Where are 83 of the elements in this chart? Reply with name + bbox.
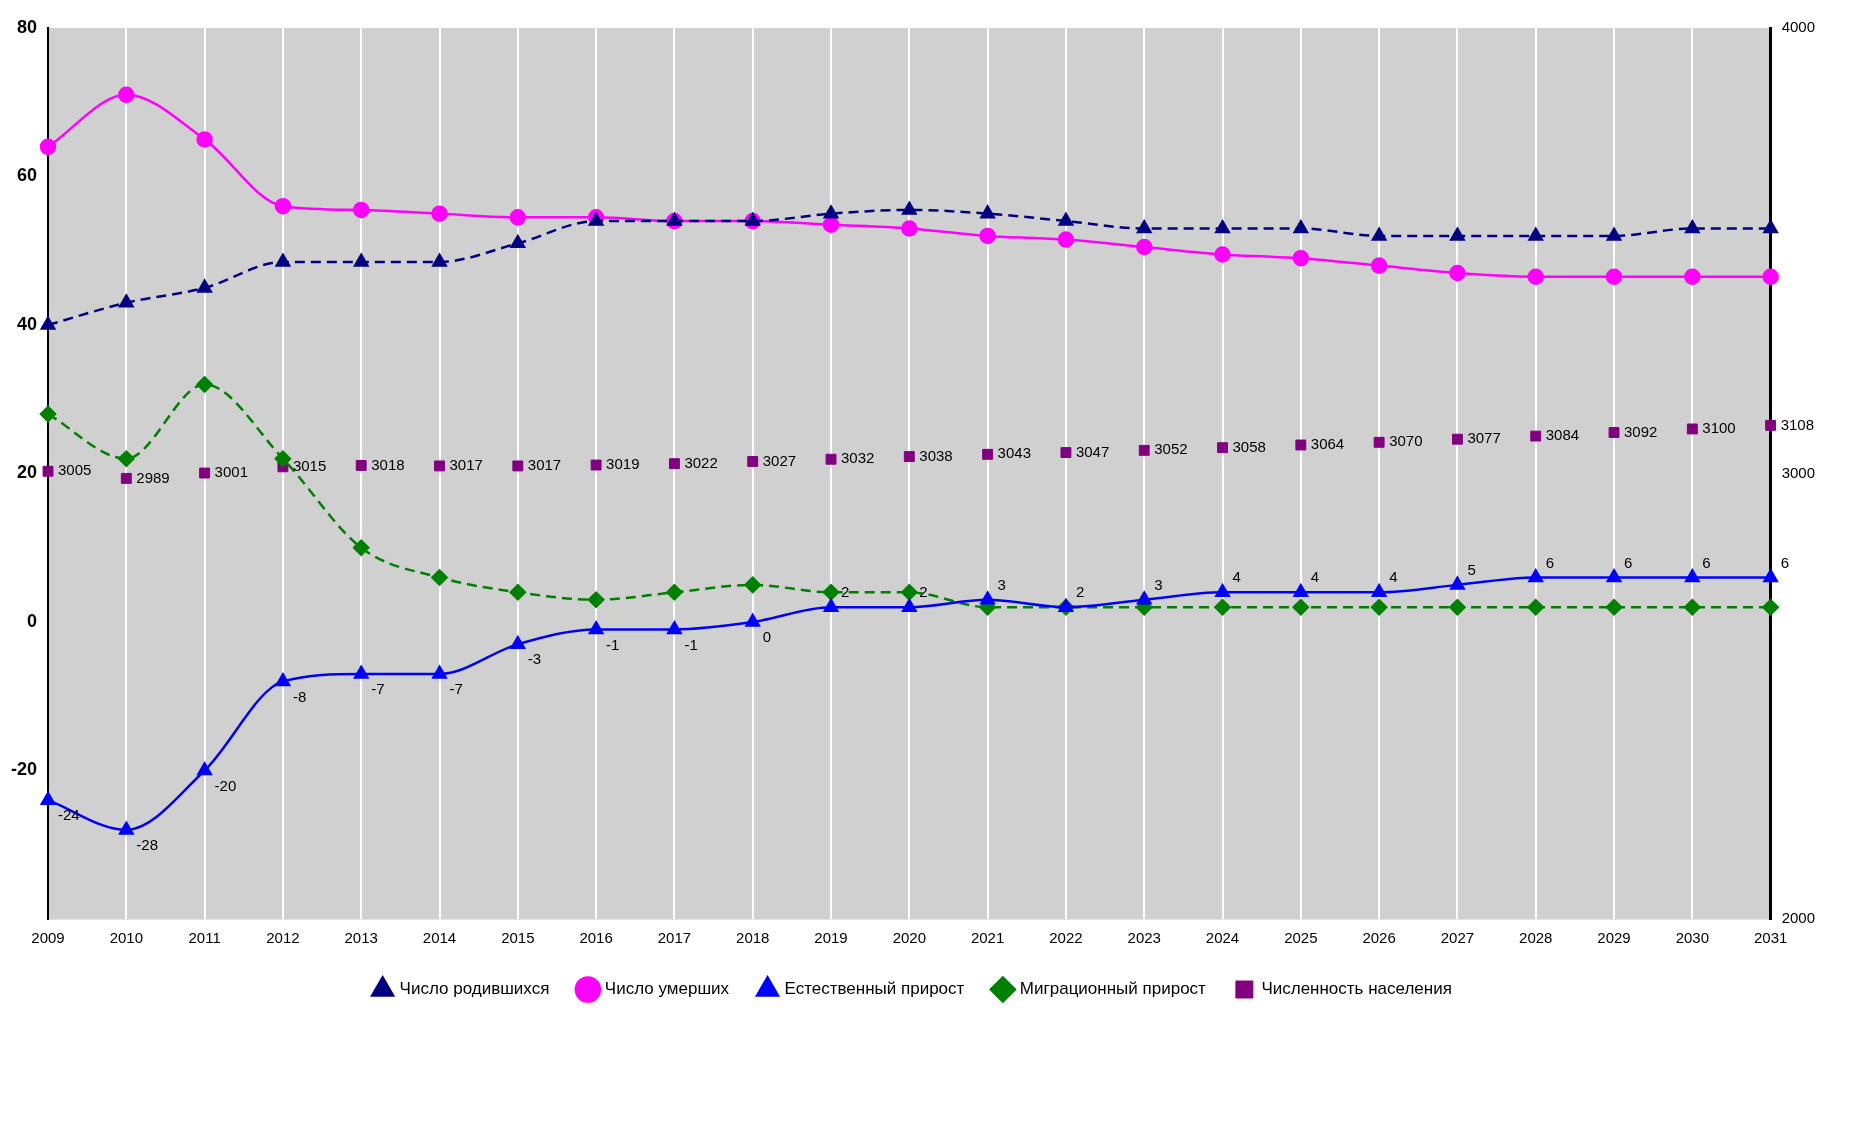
x-tick-label: 2015 — [501, 929, 535, 947]
data-label: 3108 — [1780, 415, 1815, 433]
y-tick-label: -20 — [11, 759, 38, 780]
data-label: 3001 — [214, 463, 248, 481]
data-label: -7 — [449, 680, 463, 698]
x-tick-label: 2026 — [1362, 929, 1396, 947]
x-tick-label: 2012 — [266, 929, 300, 947]
x-tick-label: 2024 — [1205, 929, 1240, 947]
data-label: -1 — [606, 635, 620, 653]
y2-tick-label: 3000 — [1781, 463, 1816, 481]
data-label: -7 — [371, 680, 385, 698]
x-tick-label: 2030 — [1675, 929, 1710, 947]
data-label: 3058 — [1232, 437, 1266, 455]
x-tick-label: 2027 — [1440, 929, 1475, 947]
x-tick-label: 2009 — [31, 929, 65, 947]
data-label: 3017 — [527, 456, 562, 474]
data-label: 5 — [1467, 561, 1476, 579]
x-tick-label: 2019 — [814, 929, 848, 947]
data-label: 3032 — [841, 449, 875, 467]
data-label: 3064 — [1310, 435, 1345, 453]
data-label: 6 — [1702, 553, 1711, 571]
data-label: 6 — [1545, 553, 1555, 571]
legend-label: Число умерших — [604, 979, 730, 999]
legend-label: Число родившихся — [399, 979, 550, 999]
x-tick-label: 2022 — [1049, 929, 1083, 947]
data-label: -1 — [684, 635, 698, 653]
data-label: 2 — [1075, 583, 1085, 601]
x-tick-label: 2011 — [188, 929, 221, 947]
data-label: 3019 — [606, 455, 640, 473]
x-tick-label: 2018 — [736, 929, 770, 947]
x-tick-label: 2021 — [970, 929, 1005, 947]
x-tick-label: 2025 — [1284, 929, 1318, 947]
data-label: 3052 — [1154, 440, 1188, 458]
data-label: 3017 — [449, 456, 483, 474]
data-label: 3100 — [1702, 419, 1736, 437]
legend-label: Миграционный прирост — [1019, 979, 1207, 999]
data-label: 0 — [762, 628, 772, 646]
y2-tick-label: 4000 — [1781, 18, 1816, 36]
y-tick-label: 40 — [16, 313, 38, 334]
data-label: 3027 — [762, 451, 797, 469]
data-label: -8 — [292, 687, 307, 705]
x-tick-label: 2028 — [1519, 929, 1553, 947]
data-label: 3022 — [684, 453, 718, 471]
x-tick-label: 2010 — [109, 929, 143, 947]
data-label: 6 — [1624, 553, 1633, 571]
data-label: -20 — [214, 776, 237, 794]
data-label: 3038 — [919, 446, 953, 464]
data-label: 2989 — [136, 468, 170, 486]
data-label: 3043 — [997, 444, 1031, 462]
data-label: 3092 — [1624, 422, 1658, 440]
x-tick-label: 2020 — [892, 929, 927, 947]
y-tick-label: 80 — [16, 16, 38, 37]
data-label: 2 — [841, 583, 850, 601]
data-label: 4 — [1389, 568, 1398, 586]
data-label: 2 — [919, 583, 928, 601]
y2-tick-label: 2000 — [1781, 909, 1816, 927]
data-label: 6 — [1780, 553, 1789, 571]
x-tick-label: 2017 — [657, 929, 692, 947]
data-label: 3047 — [1075, 442, 1110, 460]
x-tick-label: 2031 — [1753, 929, 1788, 947]
data-label: 3084 — [1545, 426, 1580, 444]
x-tick-label: 2013 — [344, 929, 378, 947]
data-label: 3 — [1154, 575, 1163, 593]
x-tick-label: 2016 — [579, 929, 613, 947]
data-label: 3018 — [371, 455, 405, 473]
data-label: 3005 — [58, 461, 92, 479]
legend-label: Естественный прирост — [784, 979, 965, 999]
data-label: -28 — [136, 836, 158, 854]
data-label: 3015 — [292, 456, 327, 474]
legend-label: Численность населения — [1261, 979, 1452, 999]
data-label: 3 — [997, 575, 1006, 593]
x-tick-label: 2023 — [1127, 929, 1161, 947]
data-label: 4 — [1310, 568, 1320, 586]
x-tick-label: 2029 — [1597, 929, 1631, 947]
y-tick-label: 0 — [27, 610, 38, 631]
y-tick-label: 20 — [16, 462, 38, 483]
data-label: 4 — [1232, 568, 1241, 586]
y-tick-label: 60 — [16, 165, 38, 186]
data-label: -24 — [58, 806, 80, 824]
data-label: -3 — [527, 650, 542, 668]
data-label: 3077 — [1467, 429, 1501, 447]
x-tick-label: 2014 — [422, 929, 457, 947]
data-label: 3070 — [1389, 432, 1423, 450]
